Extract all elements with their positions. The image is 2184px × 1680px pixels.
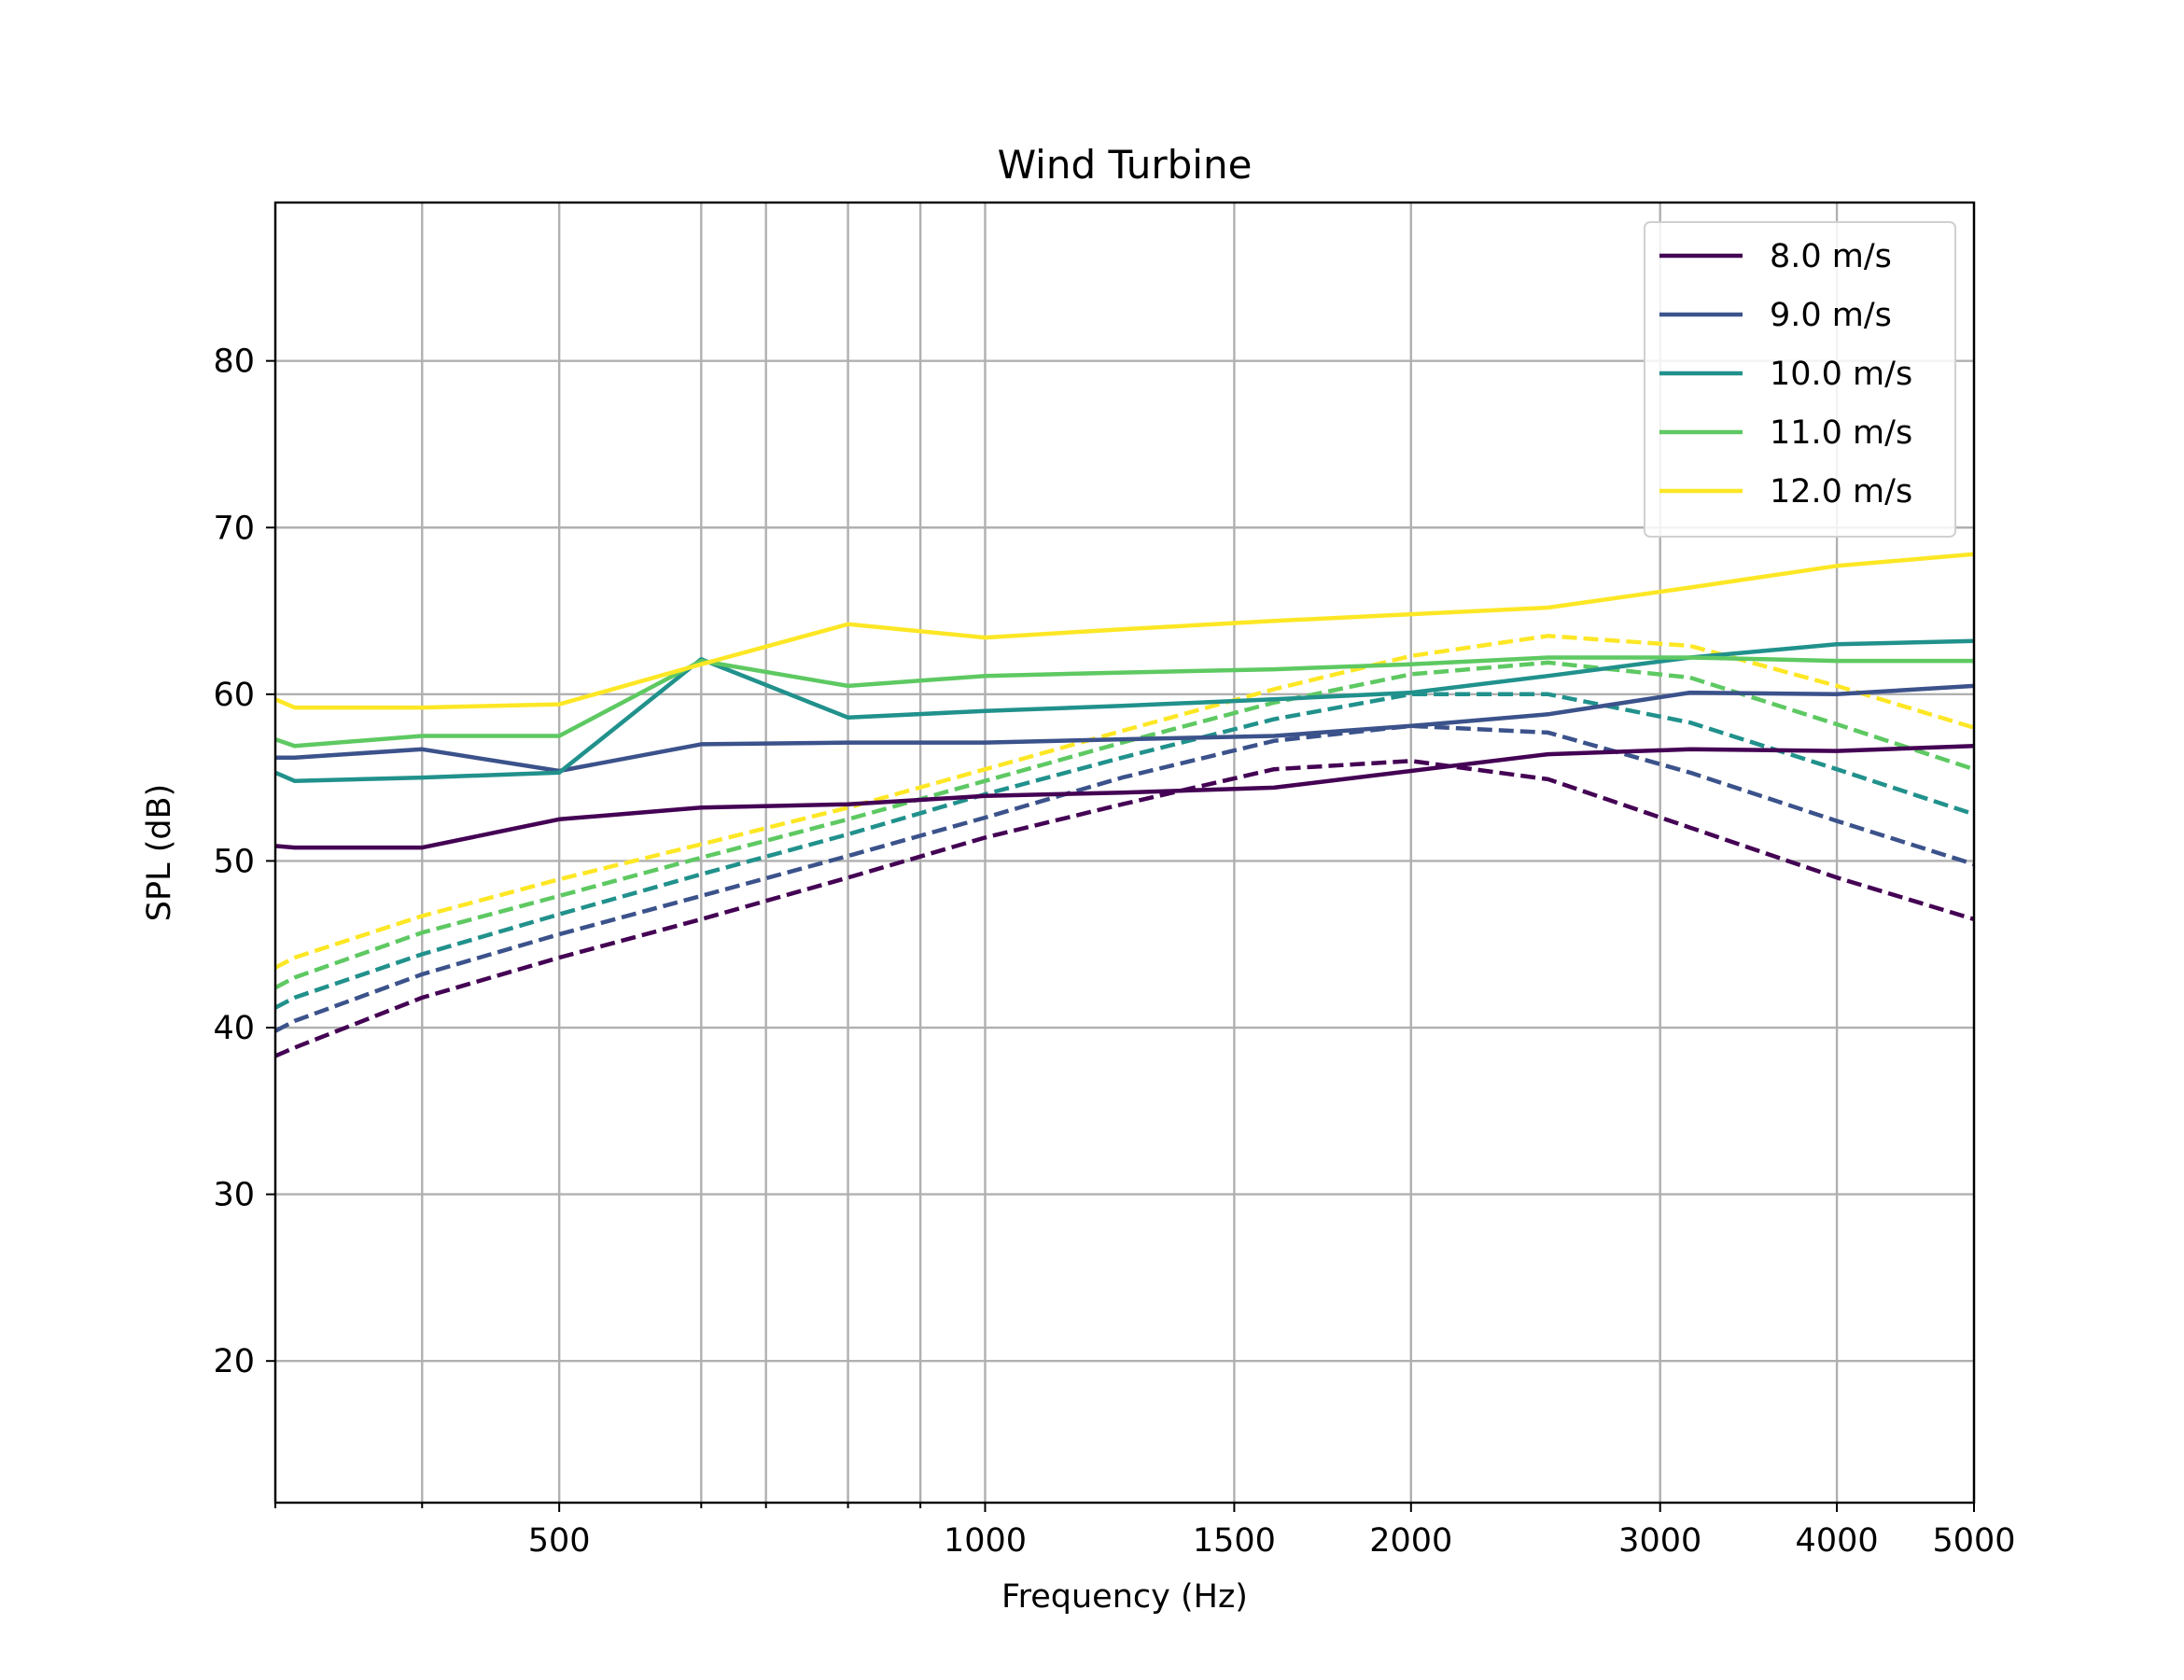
x-tick-label: 1500	[1193, 1522, 1276, 1560]
y-axis-title: SPL (dB)	[141, 784, 178, 922]
x-tick-label: 1000	[944, 1522, 1027, 1560]
x-axis-title: Frequency (Hz)	[1001, 1578, 1248, 1616]
series-solid-8-0	[274, 743, 1975, 850]
series-solid-11-0	[274, 655, 1974, 749]
x-tick-label: 500	[528, 1522, 591, 1560]
series-dashed-8-0	[274, 759, 1975, 1058]
legend-box	[1644, 221, 1956, 538]
legend-label: 12.0 m/s	[1770, 473, 1912, 511]
x-tick-label: 3000	[1618, 1522, 1701, 1560]
y-tick-label: 20	[213, 1343, 255, 1380]
series-solid-9-0	[275, 683, 1975, 774]
legend-label: 11.0 m/s	[1770, 414, 1912, 452]
x-tick-label: 4000	[1796, 1522, 1879, 1560]
series-dashed-10-0	[273, 692, 1975, 1010]
axis-ticks: 500 1000 1500 2000 3000 4000 5000 20 30 40 50 60 70 8…	[213, 343, 2015, 1560]
chart-title: Wind Turbine	[998, 142, 1253, 188]
y-tick-label: 30	[213, 1177, 255, 1214]
series-dashed-9-0	[273, 723, 1975, 1033]
legend-label: 9.0 m/s	[1770, 297, 1892, 334]
y-tick-label: 70	[213, 510, 255, 547]
series-solid-12-0	[274, 552, 1975, 710]
legend-label: 8.0 m/s	[1770, 238, 1892, 275]
y-tick-label: 80	[213, 343, 255, 381]
y-tick-label: 50	[213, 843, 255, 880]
legend-label: 10.0 m/s	[1770, 356, 1912, 393]
legend: 8.0 m/s 9.0 m/s 10.0 m/s 11.0 m/s 12.0 m/s	[1644, 221, 1956, 538]
x-tick-label: 2000	[1369, 1522, 1452, 1560]
y-tick-label: 40	[213, 1010, 255, 1047]
plot-lines	[273, 552, 1975, 1058]
x-tick-label: 5000	[1932, 1522, 2015, 1560]
plot-frame	[273, 201, 1976, 1505]
series-dashed-11-0	[273, 660, 1975, 990]
series-solid-10-0	[274, 638, 1975, 783]
y-tick-label: 60	[213, 677, 255, 714]
series-dashed-12-0	[273, 634, 1975, 970]
